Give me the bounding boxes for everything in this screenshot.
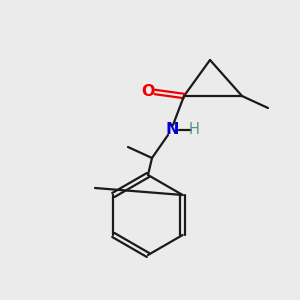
Text: H: H	[189, 122, 200, 137]
Text: N: N	[165, 122, 179, 137]
Text: O: O	[141, 85, 155, 100]
